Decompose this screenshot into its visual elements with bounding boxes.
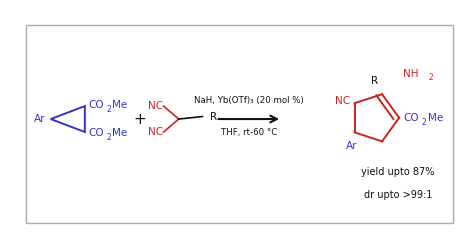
Text: Me: Me bbox=[428, 113, 443, 123]
FancyBboxPatch shape bbox=[26, 25, 453, 223]
Text: Me: Me bbox=[112, 128, 128, 138]
Text: Ar: Ar bbox=[346, 141, 358, 151]
Text: THF, rt-60 °C: THF, rt-60 °C bbox=[221, 128, 277, 137]
Text: Ar: Ar bbox=[34, 114, 45, 124]
Text: dr upto >99:1: dr upto >99:1 bbox=[364, 190, 432, 200]
Text: NH: NH bbox=[403, 69, 419, 79]
Text: +: + bbox=[134, 112, 146, 126]
Text: CO: CO bbox=[89, 100, 104, 110]
Text: Me: Me bbox=[112, 100, 128, 110]
Text: NaH, Yb(OTf)₃ (20 mol %): NaH, Yb(OTf)₃ (20 mol %) bbox=[194, 96, 304, 105]
Text: NC: NC bbox=[148, 127, 164, 137]
Text: R: R bbox=[210, 112, 217, 122]
Text: 2: 2 bbox=[107, 105, 111, 114]
Text: NC: NC bbox=[335, 96, 350, 106]
Text: NC: NC bbox=[148, 101, 164, 111]
Text: 2: 2 bbox=[422, 118, 427, 127]
Text: yield upto 87%: yield upto 87% bbox=[362, 167, 435, 177]
Text: CO: CO bbox=[89, 128, 104, 138]
Text: 2: 2 bbox=[107, 133, 111, 142]
Text: R: R bbox=[372, 76, 379, 86]
Text: 2: 2 bbox=[428, 73, 433, 82]
Text: CO: CO bbox=[404, 113, 419, 123]
